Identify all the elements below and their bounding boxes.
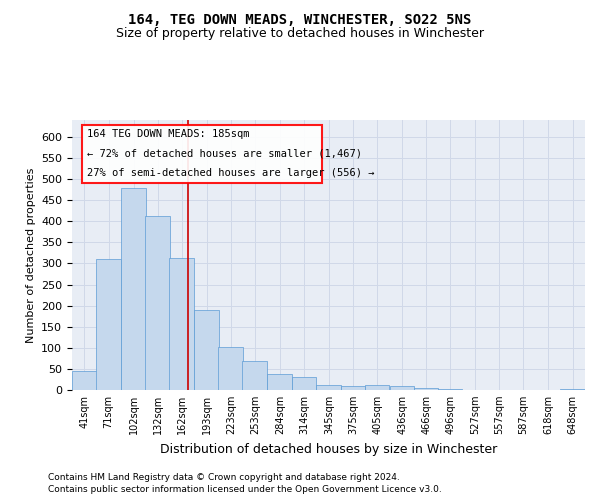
Bar (169, 258, 194, 390)
Bar (365, 385, 389, 390)
Bar (218, 347, 243, 390)
Text: 27% of semi-detached houses are larger (556) →: 27% of semi-detached houses are larger (… (87, 168, 374, 177)
Bar (389, 386, 414, 390)
Bar (121, 188, 146, 390)
Bar (96, 259, 121, 390)
Bar (438, 388, 463, 390)
Bar (316, 385, 341, 390)
Text: Contains HM Land Registry data © Crown copyright and database right 2024.: Contains HM Land Registry data © Crown c… (48, 472, 400, 482)
Y-axis label: Number of detached properties: Number of detached properties (26, 168, 35, 342)
Bar (72, 371, 97, 390)
Text: 164, TEG DOWN MEADS, WINCHESTER, SO22 5NS: 164, TEG DOWN MEADS, WINCHESTER, SO22 5N… (128, 12, 472, 26)
Text: Contains public sector information licensed under the Open Government Licence v3: Contains public sector information licen… (48, 485, 442, 494)
Bar (414, 388, 438, 390)
Bar (242, 362, 267, 390)
X-axis label: Distribution of detached houses by size in Winchester: Distribution of detached houses by size … (160, 442, 497, 456)
Bar (560, 388, 584, 390)
Bar (268, 374, 292, 390)
Text: Size of property relative to detached houses in Winchester: Size of property relative to detached ho… (116, 28, 484, 40)
Bar (292, 378, 316, 390)
Text: ← 72% of detached houses are smaller (1,467): ← 72% of detached houses are smaller (1,… (87, 148, 362, 158)
Bar (145, 216, 170, 390)
Bar (341, 386, 365, 390)
Text: 164 TEG DOWN MEADS: 185sqm: 164 TEG DOWN MEADS: 185sqm (87, 130, 250, 140)
Bar (194, 310, 219, 390)
